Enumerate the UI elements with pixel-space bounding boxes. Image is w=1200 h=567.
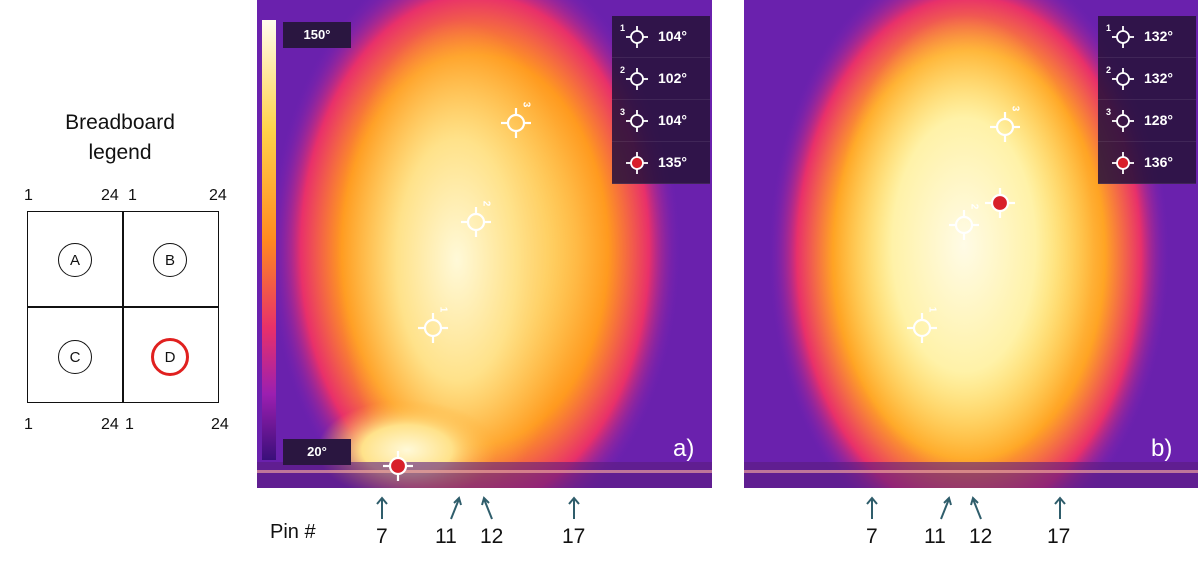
- section-c-label: C: [69, 348, 81, 366]
- readout-value: 128°: [1144, 112, 1173, 128]
- readout-value: 104°: [658, 28, 687, 44]
- legend-top-number: 1: [24, 187, 33, 204]
- legend-bottom-number: 1: [24, 416, 33, 433]
- readout-index: 2: [620, 65, 626, 75]
- pin-label-a: 12: [480, 525, 504, 548]
- pin-label-b: 7: [866, 525, 878, 548]
- panel-a-letter: a): [673, 435, 695, 462]
- scale-min-label-a: 20°: [283, 439, 351, 465]
- marker-3-crosshair-icon: [501, 108, 531, 138]
- legend-top-number: 24: [209, 187, 227, 204]
- crosshair-icon: [1112, 68, 1134, 90]
- crosshair-icon: [1112, 26, 1134, 48]
- section-d-circle-selected: D: [151, 338, 189, 376]
- scale-max-label-a: 150°: [283, 22, 351, 48]
- legend-bottom-number: 1: [125, 416, 134, 433]
- readout-index: 3: [620, 107, 626, 117]
- readout-index: 2: [1106, 65, 1112, 75]
- section-a-circle: A: [58, 243, 92, 277]
- section-a-label: A: [69, 251, 80, 269]
- arrow-up-icon: [866, 496, 878, 519]
- pin-label-b: 17: [1047, 525, 1071, 548]
- readout-index: 3: [1106, 107, 1112, 117]
- panel-b-letter: b): [1151, 435, 1173, 462]
- marker-1-index: 1: [926, 306, 938, 313]
- crosshair-icon: [1112, 110, 1134, 132]
- arrow-up-icon: [568, 496, 580, 519]
- pin-label-a: 17: [562, 525, 586, 548]
- section-b-circle: B: [153, 243, 187, 277]
- readout-panel-b: 1 132° 2 132° 3 128° 136°: [1098, 16, 1196, 184]
- thermal-image-b: [744, 0, 1198, 488]
- legend-title-line2: legend: [88, 141, 152, 164]
- readout-panel-a: 1 104° 2 102° 3 104° 135°: [612, 16, 710, 184]
- section-c-circle: C: [58, 340, 92, 374]
- breadboard-divider-horizontal: [27, 306, 219, 308]
- arrow-up-right-icon: [450, 496, 462, 520]
- marker-1-index: 1: [437, 306, 449, 313]
- pin-label-b: 12: [969, 525, 993, 548]
- legend-top-number: 24: [101, 187, 119, 204]
- arrow-up-icon: [376, 496, 388, 519]
- marker-2-crosshair-icon: [461, 207, 491, 237]
- pin-label-a: 11: [435, 525, 457, 548]
- marker-1-crosshair-icon: [907, 313, 937, 343]
- readout-row-2: 2 102°: [612, 58, 710, 100]
- readout-value: 132°: [1144, 70, 1173, 86]
- readout-row-3: 3 104°: [612, 100, 710, 142]
- readout-row-max: 135°: [612, 142, 710, 184]
- pin-header: Pin #: [270, 521, 316, 543]
- pin-label-a: 7: [376, 525, 388, 548]
- readout-row-1: 1 132°: [1098, 16, 1196, 58]
- marker-3-index: 3: [1009, 105, 1021, 112]
- arrow-up-right-icon: [940, 496, 952, 520]
- marker-2-index: 2: [480, 200, 492, 207]
- pin-label-b: 11: [924, 525, 946, 548]
- crosshair-icon: [626, 110, 648, 132]
- red-crosshair-icon: [1112, 152, 1134, 174]
- readout-row-3: 3 128°: [1098, 100, 1196, 142]
- marker-3-index: 3: [520, 101, 532, 108]
- red-crosshair-icon: [626, 152, 648, 174]
- marker-1-crosshair-icon: [418, 313, 448, 343]
- max-temp-red-crosshair-icon: [985, 188, 1015, 218]
- section-b-label: B: [164, 251, 175, 269]
- arrow-up-left-icon: [970, 496, 982, 520]
- legend-title: Breadboard legend: [20, 108, 220, 168]
- readout-value: 102°: [658, 70, 687, 86]
- legend-top-number: 1: [128, 187, 137, 204]
- marker-2-crosshair-icon: [949, 210, 979, 240]
- readout-row-max: 136°: [1098, 142, 1196, 184]
- readout-row-1: 1 104°: [612, 16, 710, 58]
- readout-index: 1: [620, 23, 626, 33]
- readout-value: 104°: [658, 112, 687, 128]
- marker-2-index: 2: [968, 203, 980, 210]
- crosshair-icon: [626, 68, 648, 90]
- marker-3-crosshair-icon: [990, 112, 1020, 142]
- readout-value: 132°: [1144, 28, 1173, 44]
- readout-row-2: 2 132°: [1098, 58, 1196, 100]
- section-d-label: D: [164, 348, 176, 366]
- readout-value: 135°: [658, 154, 687, 170]
- legend-bottom-number: 24: [211, 416, 229, 433]
- max-temp-red-crosshair-icon: [383, 451, 413, 481]
- legend-bottom-number: 24: [101, 416, 119, 433]
- crosshair-icon: [626, 26, 648, 48]
- readout-value: 136°: [1144, 154, 1173, 170]
- arrow-up-left-icon: [481, 496, 493, 520]
- legend-title-line1: Breadboard: [65, 111, 175, 134]
- arrow-up-icon: [1054, 496, 1066, 519]
- readout-index: 1: [1106, 23, 1112, 33]
